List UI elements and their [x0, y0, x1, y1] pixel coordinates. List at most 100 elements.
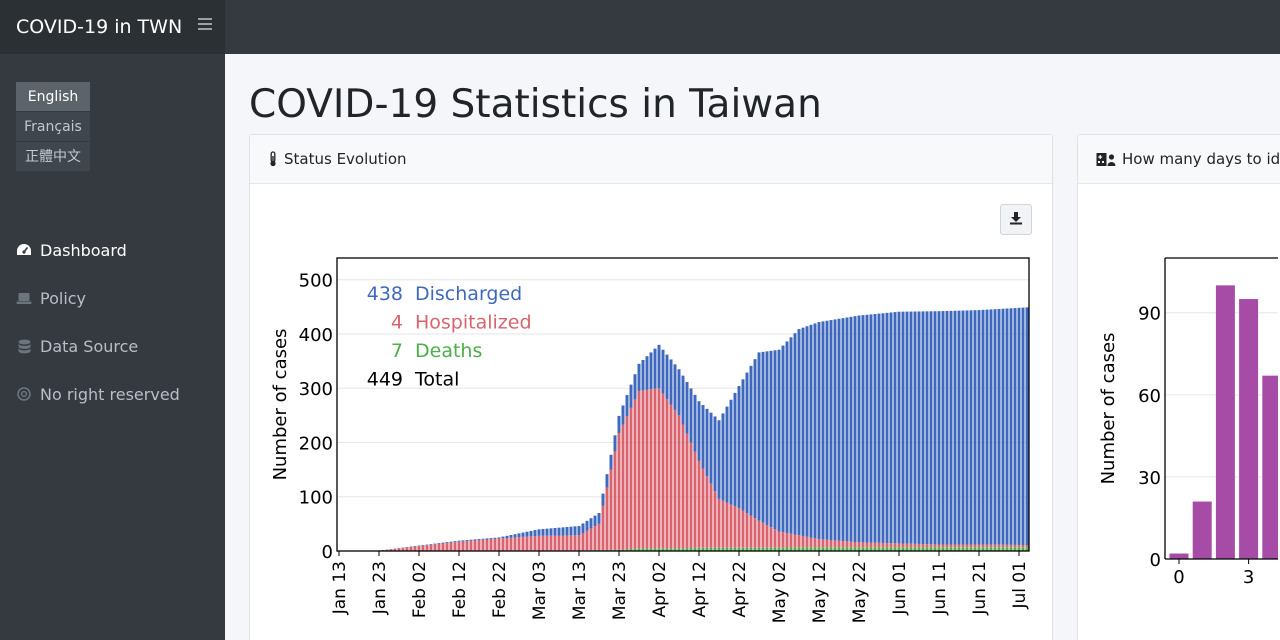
y-axis-label: Number of cases — [1098, 333, 1119, 485]
x-tick-label: Jan 23 — [370, 561, 390, 615]
app-brand[interactable]: COVID-19 in TWN — [0, 0, 225, 54]
hospitalized-bar — [537, 535, 541, 551]
discharged-bar — [661, 349, 665, 394]
deaths-bar — [913, 547, 917, 551]
discharged-bar — [557, 527, 561, 536]
discharged-bar — [765, 351, 769, 525]
lang-french-button[interactable]: Français — [16, 112, 90, 142]
app-title: COVID-19 in TWN — [16, 16, 183, 38]
lang-chinese-button[interactable]: 正體中文 — [16, 142, 90, 172]
discharged-bar — [1013, 308, 1017, 545]
deaths-bar — [837, 547, 841, 551]
discharged-bar — [685, 382, 689, 434]
discharged-bar — [917, 311, 921, 544]
y-tick-label: 500 — [299, 271, 333, 292]
deaths-bar — [725, 547, 729, 551]
y-tick-label: 0 — [322, 542, 333, 563]
discharged-bar — [653, 348, 657, 389]
hospitalized-bar — [569, 535, 573, 551]
database-icon — [16, 338, 32, 354]
hospitalized-bar — [949, 544, 953, 548]
hospitalized-bar — [757, 520, 761, 548]
hospitalized-bar — [957, 544, 961, 548]
hospitalized-bar — [769, 527, 773, 548]
hospitalized-bar — [577, 535, 581, 551]
deaths-bar — [673, 548, 677, 551]
discharged-bar — [921, 311, 925, 545]
hospitalized-bar — [997, 544, 1001, 548]
discharged-bar — [881, 313, 885, 543]
sidebar-item-data-source[interactable]: Data Source — [16, 334, 138, 358]
discharged-bar — [541, 528, 545, 536]
hospitalized-bar — [893, 543, 897, 548]
status-evolution-card: Status Evolution 0 100 200 300 400 500 Number … — [249, 134, 1053, 640]
discharged-bar — [737, 386, 741, 509]
hospitalized-bar — [489, 539, 493, 551]
y-tick-label: 300 — [299, 379, 333, 400]
deaths-bar — [921, 547, 925, 551]
days-bar — [1192, 501, 1212, 559]
discharged-bar — [513, 534, 517, 538]
discharged-bar — [901, 311, 905, 544]
hospitalized-bar — [529, 536, 533, 551]
discharged-bar — [993, 309, 997, 545]
discharged-bar — [913, 311, 917, 544]
hospitalized-bar — [413, 546, 417, 551]
discharged-bar — [589, 518, 593, 529]
discharged-bar — [769, 350, 773, 528]
deaths-bar — [885, 547, 889, 551]
hospitalized-bar — [653, 388, 657, 549]
x-tick-label: Jun 01 — [890, 561, 910, 616]
discharged-bar — [597, 513, 601, 524]
discharged-bar — [629, 384, 633, 408]
card-header: Status Evolution — [250, 135, 1052, 184]
discharged-bar — [641, 360, 645, 391]
hospitalized-bar — [961, 544, 965, 548]
discharged-bar — [973, 310, 977, 545]
x-tick-label: 0 — [1173, 567, 1184, 588]
days-bar — [1262, 375, 1278, 559]
deaths-bar — [797, 547, 801, 551]
legend-value: 7 — [391, 340, 403, 362]
discharged-bar — [697, 401, 701, 461]
language-switcher: English Français 正體中文 — [16, 82, 90, 172]
discharged-bar — [525, 531, 529, 537]
discharged-bar — [533, 530, 537, 537]
deaths-bar — [889, 547, 893, 551]
deaths-bar — [961, 547, 965, 551]
discharged-bar — [605, 474, 609, 488]
deaths-bar — [953, 547, 957, 551]
deaths-bar — [829, 547, 833, 551]
hospitalized-bar — [425, 545, 429, 551]
discharged-bar — [469, 539, 473, 541]
hospitalized-bar — [573, 535, 577, 551]
hamburger-menu-icon[interactable] — [198, 18, 212, 32]
hospitalized-bar — [629, 407, 633, 549]
sidebar-item-dashboard[interactable]: Dashboard — [16, 238, 127, 262]
discharged-bar — [985, 309, 989, 545]
discharged-bar — [761, 351, 765, 523]
discharged-bar — [929, 311, 933, 545]
hospitalized-bar — [889, 543, 893, 548]
deaths-bar — [929, 547, 933, 551]
discharged-bar — [705, 408, 709, 477]
hospitalized-bar — [789, 533, 793, 548]
discharged-bar — [617, 415, 621, 434]
discharged-bar — [861, 315, 865, 543]
discharged-bar — [1009, 308, 1013, 545]
deaths-bar — [865, 547, 869, 551]
sidebar-item-no-right-reserved[interactable]: No right reserved — [16, 382, 180, 406]
x-tick-label: May 02 — [770, 561, 790, 623]
discharged-bar — [797, 329, 801, 536]
deaths-bar — [693, 547, 697, 551]
sidebar-item-policy[interactable]: Policy — [16, 286, 86, 310]
hospitalized-bar — [829, 540, 833, 548]
lang-english-button[interactable]: English — [16, 82, 90, 112]
discharged-bar — [897, 311, 901, 544]
hospitalized-bar — [973, 544, 977, 548]
download-button[interactable] — [1000, 204, 1032, 235]
hospitalized-bar — [873, 542, 877, 548]
discharged-bar — [817, 322, 821, 540]
deaths-bar — [897, 547, 901, 551]
discharged-bar — [633, 374, 637, 400]
